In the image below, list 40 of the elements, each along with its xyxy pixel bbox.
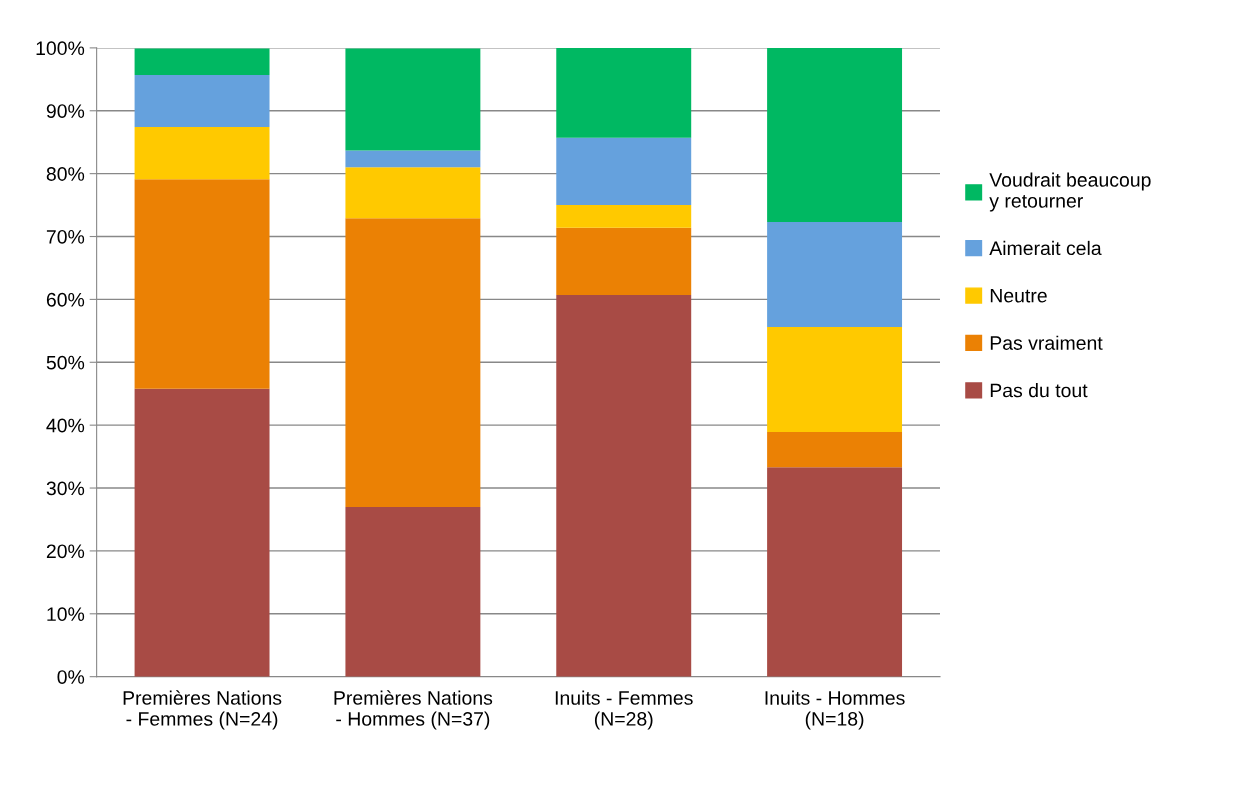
bar	[345, 506, 481, 677]
y-tick-label: 0%	[57, 670, 85, 684]
bar	[345, 150, 481, 168]
y-tick-label: 70%	[46, 229, 85, 244]
bar	[556, 137, 692, 206]
bar	[556, 227, 692, 295]
x-tick-label: Inuits - Hommes (N=18)	[765, 690, 905, 730]
legend-label: Neutre	[990, 288, 1047, 303]
bar	[767, 47, 903, 223]
bar	[556, 47, 692, 138]
legend-label: Pas du tout	[990, 383, 1088, 398]
bar	[345, 167, 481, 219]
legend-label: Voudrait beaucoup y retourner	[989, 172, 1151, 212]
legend-label: Pas vraiment	[990, 335, 1103, 350]
x-tick-label: Inuits - Femmes (N=28)	[555, 690, 693, 730]
bar	[556, 205, 692, 228]
y-tick-label: 40%	[46, 418, 85, 433]
bar	[134, 48, 270, 75]
y-tick-label: 60%	[46, 292, 85, 307]
x-tick-label: Premières Nations - Femmes (N=24)	[123, 690, 282, 730]
bar	[134, 388, 270, 677]
y-tick-label: 80%	[46, 167, 85, 181]
bar	[345, 218, 481, 507]
legend-label: Aimerait cela	[989, 240, 1102, 256]
bar	[767, 467, 903, 677]
bar	[134, 74, 270, 128]
y-tick-label: 90%	[46, 104, 85, 118]
y-tick-label: 20%	[46, 544, 85, 559]
y-tick-label: 100%	[36, 41, 85, 56]
x-tick-label: Premières Nations - Hommes (N=37)	[334, 690, 493, 730]
bar	[767, 222, 903, 328]
y-tick-label: 50%	[46, 355, 85, 370]
bar	[345, 48, 481, 151]
y-tick-label: 10%	[47, 607, 85, 622]
bar	[767, 432, 903, 468]
y-tick-label: 30%	[46, 481, 85, 496]
bar	[556, 295, 692, 677]
bar	[767, 327, 903, 433]
bar	[134, 179, 270, 389]
bar	[134, 127, 270, 180]
